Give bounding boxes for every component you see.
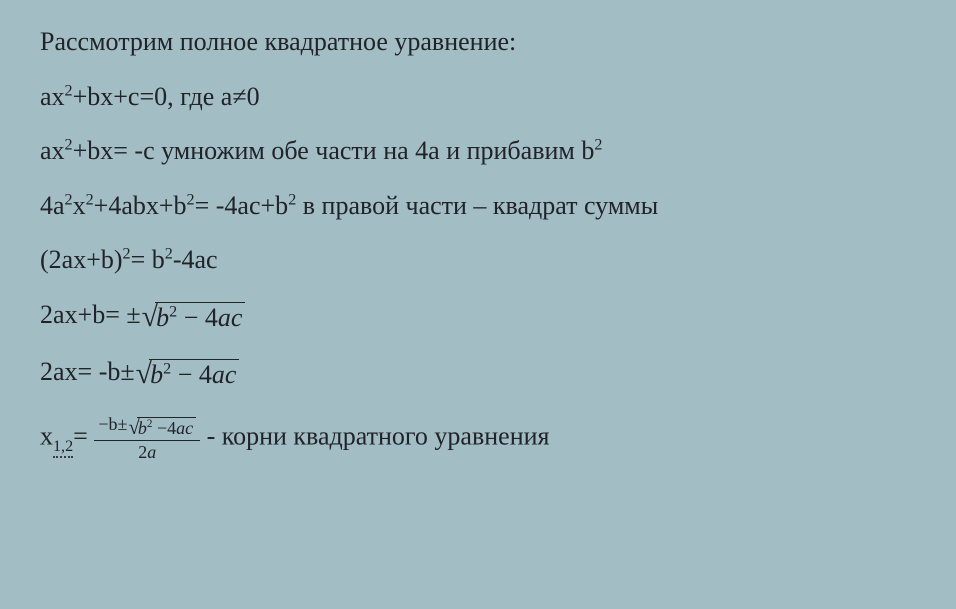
sup: 2 [65,137,73,154]
denominator: 2a [94,441,200,462]
numerator: −b±√b2 −4ac [94,415,200,441]
t: b [156,303,169,332]
t: ax [40,82,65,111]
t: ax [40,136,65,165]
sup: 2 [86,191,94,208]
sqrt: √b2 − 4ac [142,302,246,332]
pm: ± [126,300,140,329]
sup: 2 [163,360,171,377]
pm: ± [120,357,134,386]
lhs: 2ax+b= [40,300,126,329]
sqrt: √b2 −4ac [128,417,196,438]
t: − 4 [171,360,212,389]
line-roots: x1,2= −b±√b2 −4ac2a - корни квадратного … [40,415,916,462]
line-eq3: 4a2x2+4abx+b2= -4ac+b2 в правой части – … [40,192,916,221]
t: = b [131,245,165,274]
sup: 2 [65,82,73,99]
x: x [40,421,53,450]
sup: 2 [187,191,195,208]
t: ac [218,303,243,332]
sub: 1,2 [53,438,73,458]
t: -4ac [173,245,218,274]
line-intro: Рассмотрим полное квадратное уравнение: [40,28,916,57]
eq: = [73,421,94,450]
t: b [150,360,163,389]
sup: 2 [165,246,173,263]
sup: 2 [65,191,73,208]
t: +bx+c=0, где a [73,82,233,111]
sqrt-body: b2 −4ac [137,417,196,438]
sqrt: √b2 − 4ac [136,359,240,389]
sup: 2 [594,137,602,154]
t: x [73,191,86,220]
t: ac [176,418,193,438]
after: - корни квадратного уравнения [200,421,549,450]
lhs: 2ax= -b [40,357,120,386]
t: +bx= -c умножим обе части на 4а и прибав… [73,136,595,165]
sup: 2 [123,246,131,263]
t: +4abx+b [94,191,187,220]
text: Рассмотрим полное квадратное уравнение: [40,27,516,56]
line-eq5: 2ax+b= ±√b2 − 4ac [40,301,916,332]
line-eq6: 2ax= -b±√b2 − 4ac [40,358,916,389]
t: ac [212,360,237,389]
line-eq4: (2ax+b)2= b2-4ac [40,246,916,275]
line-eq1: ax2+bx+c=0, где a≠0 [40,83,916,112]
line-eq2: ax2+bx= -c умножим обе части на 4а и при… [40,137,916,166]
t: 2 [138,442,147,462]
t: − 4 [177,303,218,332]
sqrt-body: b2 − 4ac [155,302,245,332]
t: 4a [40,191,65,220]
t: −b [98,414,117,434]
t: −4 [152,418,176,438]
sub-text: 1,2 [53,438,73,458]
fraction: −b±√b2 −4ac2a [94,415,200,462]
t: a [147,442,156,462]
pm: ± [117,414,127,434]
t: в правой части – квадрат суммы [296,191,658,220]
sqrt-body: b2 − 4ac [149,359,239,389]
t: 0 [247,82,260,111]
ne: ≠ [232,82,246,111]
sup: 2 [169,303,177,320]
t: = -4ac+b [195,191,289,220]
t: (2ax+b) [40,245,123,274]
t: b [138,418,147,438]
